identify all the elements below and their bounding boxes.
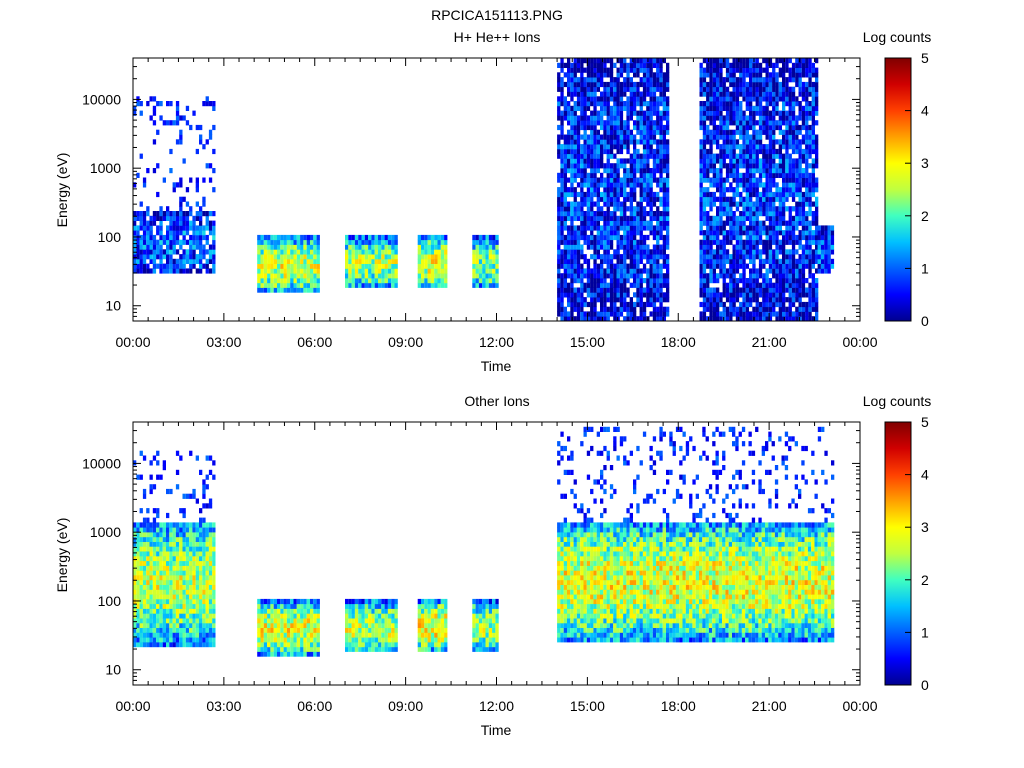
data-block: [472, 598, 499, 652]
x-tick-label: 12:00: [479, 334, 514, 350]
y-tick-label: 10000: [82, 455, 121, 471]
data-block: [417, 234, 448, 288]
x-tick-label: 15:00: [570, 334, 605, 350]
panel-other-ions: Other Ions 00:00 03:00 06:00 09:00 12:00 15:0…: [54, 393, 931, 738]
colorbar-tick-label: 4: [921, 103, 929, 119]
colorbar-tick-label: 4: [921, 467, 929, 483]
y-axis: 10 100 1000 10000: [82, 421, 860, 686]
colorbar-gradient: [884, 57, 912, 322]
x-tick-label: 00:00: [842, 334, 877, 350]
x-tick-label: 06:00: [297, 334, 332, 350]
data-block: [472, 234, 499, 288]
colorbar-label: Log counts: [863, 29, 932, 45]
x-tick-label: 09:00: [388, 698, 423, 714]
x-tick-label: 00:00: [115, 698, 150, 714]
y-tick-label: 100: [98, 229, 122, 245]
data-block: [699, 58, 819, 322]
colorbar-tick-label: 0: [921, 677, 929, 693]
colorbar: 0 1 2 3 4 5: [884, 50, 929, 329]
colorbar-gradient: [884, 421, 912, 686]
colorbar-tick-label: 1: [921, 260, 929, 276]
y-tick-label: 1000: [90, 160, 121, 176]
panel-title: H+ He++ Ions: [454, 29, 541, 45]
y-tick-label: 10: [105, 662, 121, 678]
x-tick-label: 12:00: [479, 698, 514, 714]
y-tick-label: 10000: [82, 91, 121, 107]
y-axis-label: Energy (eV): [54, 153, 70, 228]
colorbar-tick-label: 3: [921, 519, 929, 535]
x-tick-label: 18:00: [661, 698, 696, 714]
colorbar-tick-label: 5: [921, 414, 929, 430]
x-tick-label: 15:00: [570, 698, 605, 714]
data-block: [345, 598, 398, 652]
x-tick-label: 21:00: [752, 334, 787, 350]
data-block: [257, 598, 320, 657]
data-block: [417, 598, 448, 652]
x-tick-label: 00:00: [842, 698, 877, 714]
x-axis-label: Time: [481, 358, 512, 374]
y-tick-label: 10: [105, 298, 121, 314]
x-axis-label: Time: [481, 722, 512, 738]
data-block: [133, 450, 216, 648]
panel-title: Other Ions: [464, 393, 529, 409]
x-tick-label: 18:00: [661, 334, 696, 350]
y-tick-label: 100: [98, 593, 122, 609]
x-tick-label: 03:00: [206, 698, 241, 714]
colorbar-label: Log counts: [863, 393, 932, 409]
x-axis: 00:00 03:00 06:00 09:00 12:00 15:00 18:00 21:00…: [115, 58, 878, 350]
colorbar: 0 1 2 3 4 5: [884, 414, 929, 693]
data-block: [133, 96, 216, 274]
colorbar-tick-label: 5: [921, 50, 929, 66]
x-tick-label: 09:00: [388, 334, 423, 350]
spectrogram-area: [133, 58, 835, 322]
colorbar-tick-label: 2: [921, 572, 929, 588]
data-block: [557, 426, 835, 643]
data-block: [345, 234, 398, 288]
colorbar-tick-label: 0: [921, 313, 929, 329]
y-axis: 10 100 1000 10000: [82, 57, 860, 322]
x-axis: 00:00 03:00 06:00 09:00 12:00 15:00 18:00 21:00…: [115, 422, 878, 714]
data-block: [817, 225, 835, 274]
x-tick-label: 00:00: [115, 334, 150, 350]
colorbar-tick-label: 1: [921, 624, 929, 640]
y-tick-label: 1000: [90, 524, 121, 540]
data-block: [557, 58, 670, 322]
x-tick-label: 21:00: [752, 698, 787, 714]
y-axis-label: Energy (eV): [54, 518, 70, 593]
x-tick-label: 06:00: [297, 698, 332, 714]
x-tick-label: 03:00: [206, 334, 241, 350]
panel-h-he-ions: H+ He++ Ions 00:00 03:00 06:00 09:00 12:00 15…: [54, 29, 931, 374]
figure-title: RPCICA151113.PNG: [431, 7, 563, 23]
colorbar-tick-label: 2: [921, 208, 929, 224]
spectrogram-area: [133, 426, 835, 657]
colorbar-tick-label: 3: [921, 155, 929, 171]
data-block: [257, 234, 320, 293]
